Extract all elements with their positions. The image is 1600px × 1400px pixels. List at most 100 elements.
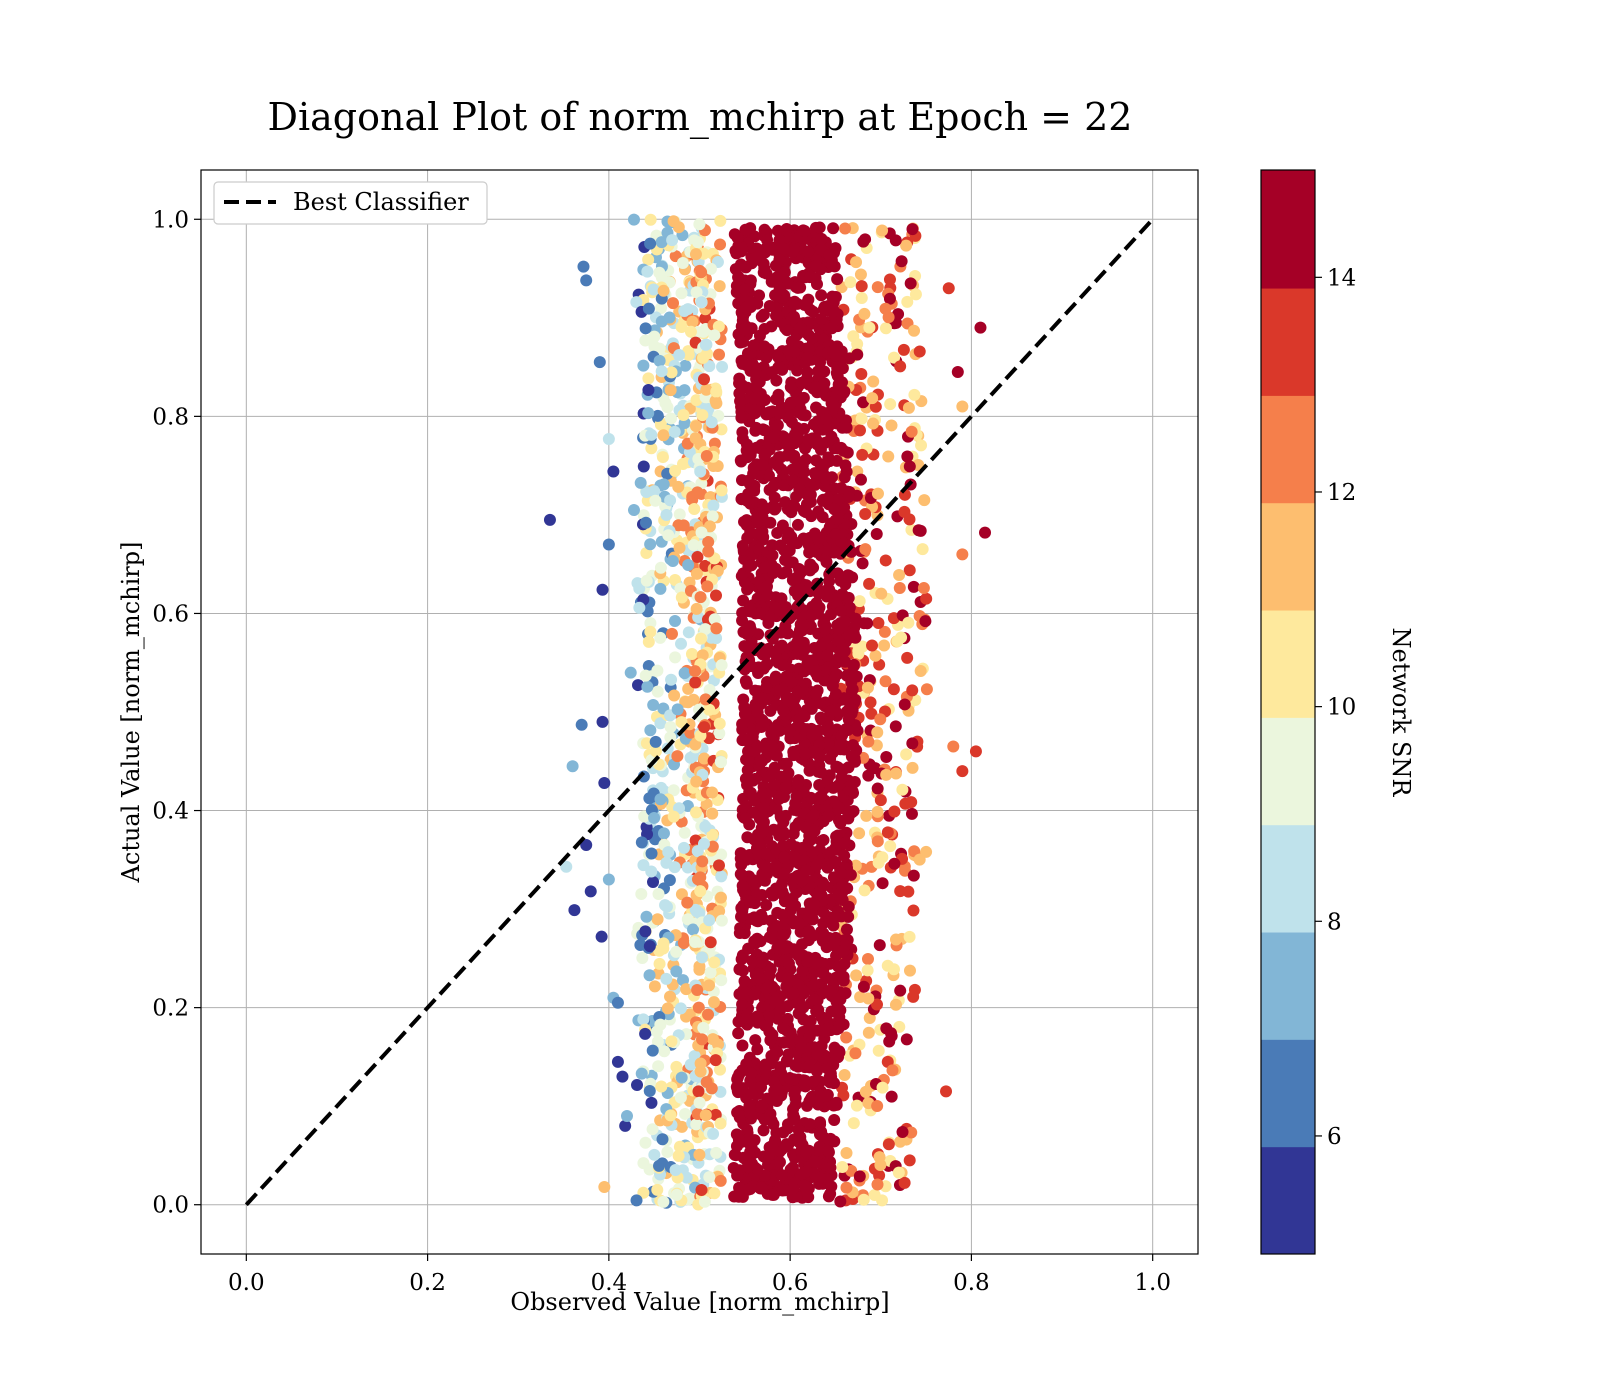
scatter-point: [694, 871, 707, 884]
scatter-point: [766, 980, 779, 993]
scatter-point: [903, 460, 916, 473]
scatter-point: [884, 398, 897, 411]
scatter-point: [787, 987, 800, 1000]
scatter-point: [842, 491, 855, 504]
scatter-point: [767, 823, 780, 836]
scatter-point: [636, 951, 649, 964]
scatter-point: [673, 349, 686, 362]
scatter-point: [639, 669, 652, 682]
scatter-point: [735, 411, 748, 424]
scatter-point: [690, 286, 703, 299]
scatter-point: [859, 507, 872, 520]
scatter-point: [796, 964, 809, 977]
scatter-point: [876, 1081, 889, 1094]
scatter-point: [872, 617, 885, 630]
scatter-point: [783, 1071, 796, 1084]
scatter-point: [699, 338, 712, 351]
scatter-point: [879, 554, 892, 567]
scatter-point: [810, 1155, 823, 1168]
scatter-point: [808, 527, 821, 540]
scatter-point: [834, 1195, 847, 1208]
scatter-point: [810, 259, 823, 272]
scatter-point: [830, 1096, 843, 1109]
scatter-point: [667, 215, 680, 228]
scatter-point: [919, 615, 932, 628]
scatter-point: [704, 262, 717, 275]
scatter-point: [792, 562, 805, 575]
scatter-point: [871, 782, 884, 795]
scatter-point: [754, 713, 767, 726]
scatter-point: [758, 340, 771, 353]
scatter-point: [764, 516, 777, 529]
scatter-point: [677, 458, 690, 471]
scatter-point: [780, 757, 793, 770]
scatter-point: [715, 914, 728, 927]
scatter-point: [846, 785, 859, 798]
scatter-point: [863, 321, 876, 334]
scatter-point: [906, 737, 919, 750]
scatter-point: [649, 735, 662, 748]
x-axis-ticks: 0.0 0.2 0.4 0.6 0.8 1.0: [228, 1254, 1171, 1296]
scatter-point: [770, 654, 783, 667]
scatter-point: [678, 384, 691, 397]
legend-label: Best Classifier: [293, 188, 469, 216]
scatter-point: [698, 752, 711, 765]
scatter-point: [745, 1067, 758, 1080]
scatter-point: [898, 698, 911, 711]
scatter-point: [713, 280, 726, 293]
scatter-point: [814, 243, 827, 256]
scatter-point: [733, 1111, 746, 1124]
scatter-point: [777, 790, 790, 803]
scatter-point: [785, 974, 798, 987]
scatter-point: [713, 727, 726, 740]
scatter-point: [824, 1161, 837, 1174]
scatter-point: [670, 1188, 683, 1201]
scatter-point: [655, 365, 668, 378]
scatter-point: [789, 820, 802, 833]
scatter-point: [693, 907, 706, 920]
scatter-point: [797, 709, 810, 722]
scatter-point: [820, 649, 833, 662]
scatter-point: [895, 631, 908, 644]
scatter-point: [815, 313, 828, 326]
scatter-point: [907, 904, 920, 917]
scatter-point: [708, 956, 721, 969]
scatter-point: [885, 1090, 898, 1103]
scatter-point: [812, 724, 825, 737]
scatter-point: [796, 620, 809, 633]
scatter-point: [783, 726, 796, 739]
scatter-point: [668, 689, 681, 702]
scatter-point: [834, 866, 847, 879]
scatter-point: [789, 572, 802, 585]
scatter-point: [768, 778, 781, 791]
scatter-point: [653, 354, 666, 367]
scatter-point: [799, 747, 812, 760]
scatter-point: [753, 972, 766, 985]
scatter-point: [813, 1172, 826, 1185]
scatter-point: [637, 1186, 650, 1199]
scatter-point: [879, 302, 892, 315]
scatter-point: [775, 592, 788, 605]
scatter-point: [740, 301, 753, 314]
scatter-point: [903, 964, 916, 977]
scatter-point: [741, 850, 754, 863]
scatter-point: [644, 617, 657, 630]
legend: Best Classifier: [213, 181, 488, 225]
scatter-point: [666, 234, 679, 247]
scatter-point: [859, 1085, 872, 1098]
scatter-point: [760, 681, 773, 694]
scatter-point: [630, 296, 643, 309]
scatter-point: [742, 560, 755, 573]
scatter-point: [871, 726, 884, 739]
scatter-point: [598, 776, 611, 789]
scatter-point: [703, 683, 716, 696]
scatter-point: [808, 898, 821, 911]
scatter-point: [771, 350, 784, 363]
scatter-point: [637, 1013, 650, 1026]
scatter-point: [817, 303, 830, 316]
scatter-point: [689, 676, 702, 689]
scatter-point: [653, 957, 666, 970]
scatter-point: [743, 895, 756, 908]
scatter-point: [792, 1135, 805, 1148]
scatter-point: [660, 508, 673, 521]
